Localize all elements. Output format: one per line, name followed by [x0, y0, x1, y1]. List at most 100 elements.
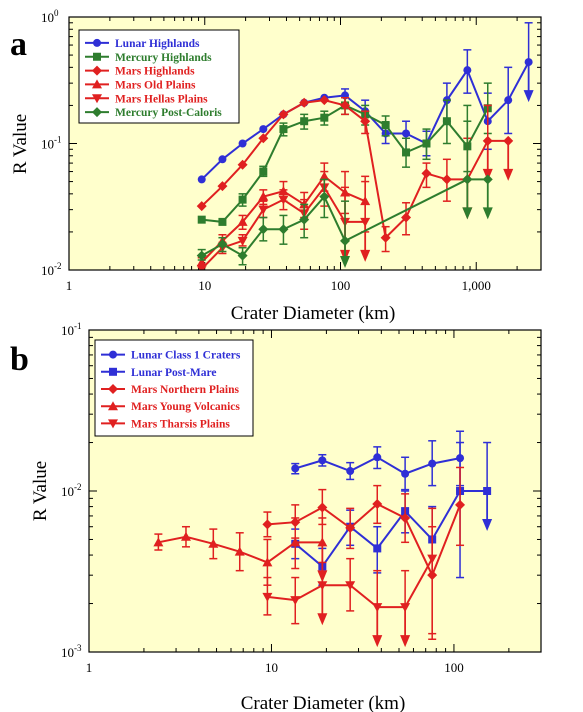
data-point [291, 464, 300, 473]
y-tick-label: 10-3 [61, 643, 82, 660]
upper-limit-arrowhead [503, 168, 514, 181]
data-point [258, 205, 269, 215]
data-point [462, 174, 473, 185]
data-point [290, 596, 301, 606]
data-point [442, 117, 451, 126]
plot-frame [88, 329, 542, 653]
data-point [373, 453, 382, 462]
data-point [340, 100, 351, 111]
legend-marker [108, 401, 118, 411]
upper-limit-arrowhead [462, 207, 473, 220]
legend-label: Mercury Highlands [115, 52, 212, 64]
data-point [345, 581, 356, 591]
data-point [372, 603, 383, 613]
legend-box [78, 29, 240, 124]
data-point [196, 250, 207, 261]
legend-marker [93, 38, 101, 47]
legend-marker [109, 367, 117, 376]
upper-limit-arrowhead [340, 256, 351, 268]
legend-label: Mars Hellas Plains [115, 93, 208, 105]
series-mars-tharsis-plains [262, 507, 438, 648]
x-tick-label: 10 [198, 278, 211, 293]
x-tick-label: 10 [265, 660, 278, 675]
data-point [317, 581, 328, 591]
legend-marker [92, 79, 102, 89]
data-point [196, 264, 207, 270]
x-tick-label: 1 [66, 278, 73, 293]
legend-marker [92, 94, 102, 104]
data-point [290, 537, 301, 547]
data-point [262, 519, 273, 530]
series-line [201, 99, 509, 240]
series-line [294, 490, 488, 568]
data-point [197, 175, 206, 184]
data-point [237, 159, 248, 170]
upper-limit-arrowhead [317, 613, 328, 626]
data-point [421, 168, 432, 179]
upper-limit-arrowhead [482, 519, 493, 531]
upper-limit-arrowhead [523, 90, 534, 103]
legend-label: Mercury Post-Caloris [115, 107, 222, 119]
upper-limit-arrowhead [360, 249, 371, 262]
data-point [380, 232, 391, 243]
data-point [279, 125, 288, 134]
series-layer [153, 430, 493, 648]
data-point [503, 135, 514, 146]
upper-limit-arrowhead [372, 635, 383, 648]
axis-ticks [68, 17, 542, 271]
data-point [317, 502, 328, 513]
data-point [401, 212, 412, 223]
data-point [278, 195, 289, 205]
data-point [441, 174, 452, 185]
data-point [196, 257, 207, 267]
legend-label: Lunar Class 1 Craters [131, 350, 241, 362]
data-point [317, 537, 328, 547]
chart-panel-b: 1 10 100 10-3 10-2 10-1 Crater Diameter (km) R … [10, 321, 542, 712]
data-point [318, 456, 327, 465]
legend-label: Mars Tharsis Plains [131, 418, 230, 430]
y-tick-label: 10-1 [41, 135, 62, 152]
data-point [400, 512, 411, 523]
y-axis-title: R Value [30, 461, 51, 521]
data-point [259, 125, 268, 134]
series-layer [196, 22, 534, 270]
data-point [237, 250, 248, 261]
data-point [153, 537, 164, 547]
data-point [373, 544, 382, 553]
data-point [238, 139, 247, 148]
legend-marker [109, 350, 117, 359]
legend-label: Mars Northern Plains [131, 384, 239, 396]
data-point [237, 216, 248, 226]
data-point [300, 117, 309, 126]
data-point [217, 239, 228, 250]
data-point [196, 201, 207, 212]
data-point [278, 109, 289, 120]
legend-marker [108, 384, 118, 394]
legend: Lunar Highlands Mercury Highlands Mars Hig… [78, 29, 240, 124]
data-point [360, 116, 371, 127]
upper-limit-arrowhead [482, 207, 493, 220]
data-point [237, 236, 248, 246]
upper-limit-arrowhead [400, 635, 411, 648]
data-point [319, 191, 330, 202]
data-point [482, 174, 493, 185]
data-point [218, 217, 227, 226]
data-point [504, 96, 513, 105]
data-point [208, 538, 219, 548]
legend: Lunar Class 1 Craters Lunar Post-Mare Mars… [94, 339, 254, 437]
data-point [463, 66, 472, 75]
chart-panel-a: 1 10 100 1,000 10-2 10-1 100 Crater Diameter (k… [10, 8, 542, 324]
legend-label: Lunar Post-Mare [131, 367, 217, 379]
x-tick-label: 100 [444, 660, 464, 675]
data-point [197, 215, 206, 224]
data-point [258, 191, 269, 201]
y-tick-label: 10-2 [61, 482, 82, 499]
legend-label: Lunar Highlands [115, 38, 200, 50]
data-point [524, 58, 533, 67]
y-tick-label: 10-2 [41, 261, 62, 278]
data-point [381, 121, 390, 130]
data-point [428, 459, 437, 468]
series-line [201, 178, 488, 257]
data-point [340, 235, 351, 246]
